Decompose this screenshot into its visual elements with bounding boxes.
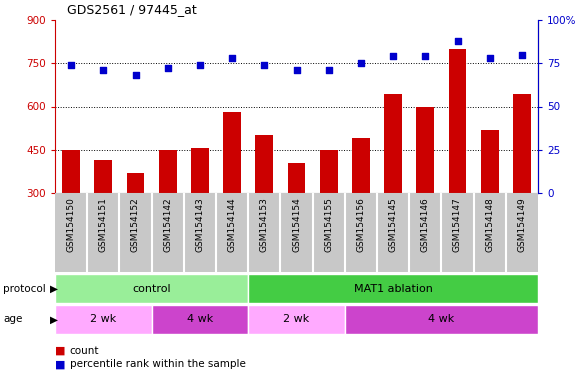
Bar — [320, 150, 338, 193]
Text: GSM154152: GSM154152 — [131, 197, 140, 252]
Point — [389, 53, 398, 60]
Bar — [95, 160, 112, 193]
Text: GSM154147: GSM154147 — [453, 197, 462, 252]
Point — [227, 55, 237, 61]
Text: GSM154156: GSM154156 — [356, 197, 365, 252]
Bar — [384, 94, 402, 193]
Text: ■: ■ — [55, 346, 66, 356]
Point — [99, 67, 108, 73]
Point — [324, 67, 334, 73]
Text: GSM154143: GSM154143 — [195, 197, 204, 252]
Bar — [55, 305, 151, 334]
Bar — [248, 305, 345, 334]
Bar — [55, 274, 248, 303]
Text: GSM154155: GSM154155 — [324, 197, 333, 252]
Text: GSM154142: GSM154142 — [163, 197, 172, 252]
Point — [292, 67, 301, 73]
Bar — [352, 138, 370, 193]
Text: GSM154153: GSM154153 — [260, 197, 269, 252]
Text: count: count — [70, 346, 99, 356]
Text: protocol: protocol — [3, 283, 46, 293]
Text: 4 wk: 4 wk — [187, 314, 213, 324]
Text: GSM154154: GSM154154 — [292, 197, 301, 252]
Text: ■: ■ — [55, 359, 66, 369]
Bar — [481, 129, 499, 193]
Text: ▶: ▶ — [50, 283, 58, 293]
Bar — [449, 49, 466, 193]
Bar — [126, 173, 144, 193]
Point — [163, 65, 172, 71]
Text: GSM154148: GSM154148 — [485, 197, 494, 252]
Text: GSM154144: GSM154144 — [227, 197, 237, 252]
Point — [485, 55, 494, 61]
Text: ▶: ▶ — [50, 314, 58, 324]
Point — [131, 72, 140, 78]
Point — [453, 38, 462, 44]
Bar — [191, 148, 209, 193]
Text: GSM154146: GSM154146 — [421, 197, 430, 252]
Bar — [62, 150, 80, 193]
Text: age: age — [3, 314, 22, 324]
Bar — [159, 150, 176, 193]
Point — [195, 62, 205, 68]
Bar — [255, 135, 273, 193]
Bar — [151, 305, 248, 334]
Point — [260, 62, 269, 68]
Point — [356, 60, 365, 66]
Point — [67, 62, 76, 68]
Bar — [513, 94, 531, 193]
Bar — [416, 106, 434, 193]
Bar — [345, 305, 538, 334]
Text: GSM154149: GSM154149 — [517, 197, 527, 252]
Bar — [288, 163, 305, 193]
Text: GSM154145: GSM154145 — [389, 197, 398, 252]
Bar — [223, 112, 241, 193]
Text: 2 wk: 2 wk — [284, 314, 310, 324]
Text: GSM154150: GSM154150 — [67, 197, 75, 252]
Point — [420, 53, 430, 60]
Text: MAT1 ablation: MAT1 ablation — [354, 283, 433, 293]
Text: GSM154151: GSM154151 — [99, 197, 108, 252]
Text: GDS2561 / 97445_at: GDS2561 / 97445_at — [67, 3, 197, 16]
Point — [517, 51, 527, 58]
Text: 4 wk: 4 wk — [428, 314, 455, 324]
Text: 2 wk: 2 wk — [90, 314, 117, 324]
Text: control: control — [132, 283, 171, 293]
Text: percentile rank within the sample: percentile rank within the sample — [70, 359, 245, 369]
Bar — [248, 274, 538, 303]
